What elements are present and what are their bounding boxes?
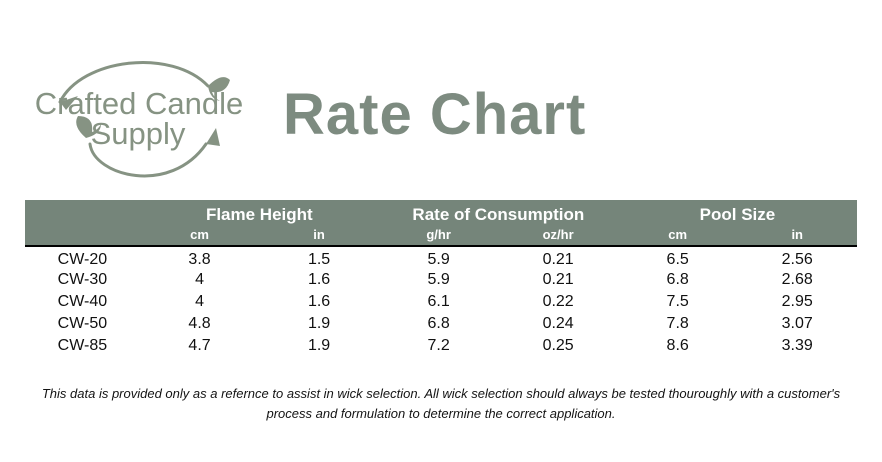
cell-value: 4 (195, 271, 204, 288)
cell-value: 7.5 (666, 293, 689, 310)
cell-value: 0.22 (542, 293, 574, 310)
cell-value: 0.24 (542, 315, 574, 332)
cell-value: 6.8 (666, 271, 689, 288)
unit-header: cm (139, 226, 260, 247)
wick-name: CW-50 (57, 315, 108, 332)
disclaimer-text: This data is provided only as a refernce… (41, 386, 841, 422)
cell-value: 6.8 (427, 315, 450, 332)
cell-value: 1.5 (307, 251, 331, 268)
unit-header: cm (617, 226, 738, 247)
unit-header: g/hr (378, 226, 499, 247)
cell-value: 5.9 (427, 251, 450, 268)
cell-value: 1.6 (307, 271, 331, 288)
cell-value: 5.9 (427, 271, 450, 288)
cell-value: 0.21 (542, 251, 574, 268)
unit-header: in (259, 226, 379, 247)
logo-text-line2: Supply (91, 116, 186, 151)
cell-value: 2.95 (781, 293, 813, 310)
rate-chart-table: Flame Height Rate of Consumption Pool Si… (25, 200, 857, 357)
unit-header: in (737, 226, 857, 247)
table-row: CW-40 4 1.6 6.1 0.22 7.5 2.95 (25, 291, 857, 313)
cell-value: 1.9 (307, 315, 331, 332)
wick-name: CW-40 (57, 293, 108, 310)
cell-value: 3.39 (781, 337, 813, 354)
group-header-pool-size: Pool Size (617, 200, 857, 226)
cell-value: 0.21 (542, 271, 574, 288)
wick-name: CW-30 (57, 271, 108, 288)
cell-value: 4.8 (188, 315, 211, 332)
cell-value: 4.7 (188, 337, 211, 354)
cycle-arrows-icon: Crafted Candle Supply (35, 60, 244, 178)
cell-value: 3.07 (781, 315, 813, 332)
table-row: CW-85 4.7 1.9 7.2 0.25 8.6 3.39 (25, 335, 857, 357)
corner-cell (25, 226, 140, 247)
corner-cell (25, 200, 140, 226)
table-group-header-row: Flame Height Rate of Consumption Pool Si… (25, 200, 857, 226)
cell-value: 7.2 (427, 337, 450, 354)
cell-value: 8.6 (666, 337, 689, 354)
table-unit-header-row: cm in g/hr oz/hr cm in (25, 226, 857, 247)
cell-value: 4 (195, 293, 204, 310)
cell-value: 0.25 (542, 337, 574, 354)
group-header-flame-height: Flame Height (139, 200, 379, 226)
cell-value: 1.6 (307, 293, 331, 310)
page-title: Rate Chart (283, 82, 587, 147)
cell-value: 7.8 (666, 315, 689, 332)
crafted-candle-supply-logo: Crafted Candle Supply (20, 40, 258, 192)
cell-value: 2.68 (781, 271, 813, 288)
wick-name: CW-20 (57, 251, 108, 268)
cell-value: 1.9 (307, 337, 331, 354)
cell-value: 2.56 (781, 251, 813, 268)
wick-name: CW-85 (57, 337, 108, 354)
cell-value: 6.5 (666, 251, 689, 268)
logo-text-line1: Crafted Candle (35, 86, 244, 121)
cell-value: 6.1 (427, 293, 450, 310)
group-header-rate-of-consumption: Rate of Consumption (378, 200, 618, 226)
unit-header: oz/hr (498, 226, 618, 247)
cell-value: 3.8 (188, 251, 211, 268)
table-row: CW-30 4 1.6 5.9 0.21 6.8 2.68 (25, 269, 857, 291)
table-row: CW-20 3.8 1.5 5.9 0.21 6.5 2.56 (25, 246, 857, 269)
table-row: CW-50 4.8 1.9 6.8 0.24 7.8 3.07 (25, 313, 857, 335)
